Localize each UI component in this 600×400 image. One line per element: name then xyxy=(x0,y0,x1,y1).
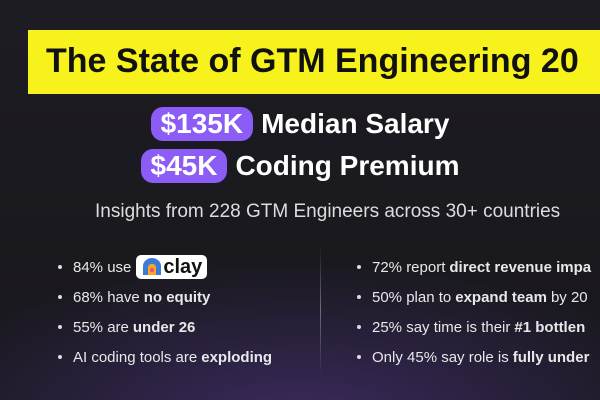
headline-text: Median Salary xyxy=(261,108,450,139)
clay-logo: clay xyxy=(136,255,208,279)
logo-icon xyxy=(143,258,162,275)
bullet: Only 45% say role is fully under xyxy=(357,342,595,372)
bold-text: direct revenue impa xyxy=(449,258,592,276)
title: The State of GTM Engineering 20 xyxy=(46,42,579,80)
bullet: 68% have no equity xyxy=(58,282,276,312)
bullet: 72% report direct revenue impa xyxy=(357,252,595,282)
bullet: AI coding tools are exploding xyxy=(58,342,276,372)
bullet: 50% plan to expand team by 20 xyxy=(357,282,595,312)
text: 68% have xyxy=(73,288,140,306)
subtitle: Insights from 228 GTM Engineers across 3… xyxy=(95,201,561,222)
bullet: 84% use clay xyxy=(58,252,276,282)
headline: $135K Median Salary xyxy=(0,107,600,141)
pill: $135K xyxy=(150,107,254,141)
logo-text: clay xyxy=(163,255,203,278)
bold-text: expand team xyxy=(455,288,547,306)
banner: The State of GTM Engineering 20 xyxy=(28,30,600,94)
text: 50% plan to xyxy=(372,288,452,306)
bullet-list: 72% report direct revenue impa 50% plan to… xyxy=(357,252,595,372)
pill: $45K xyxy=(140,149,228,183)
bullet: 55% are under 26 xyxy=(58,312,276,342)
bold-text: #1 bottlen xyxy=(514,318,586,336)
text: 55% are xyxy=(73,318,129,336)
text: 84% use xyxy=(73,258,132,276)
bold-text: under 26 xyxy=(132,318,196,336)
text: 25% say time is their xyxy=(372,318,511,336)
text: 72% report xyxy=(372,258,446,276)
bold-text: exploding xyxy=(201,348,273,366)
bold-text: fully under xyxy=(512,348,590,366)
text: Only 45% say role is xyxy=(372,348,509,366)
headline: $45K Coding Premium xyxy=(0,149,600,183)
bold-text: no equity xyxy=(143,288,211,306)
bullet: 25% say time is their #1 bottlen xyxy=(357,312,595,342)
text: AI coding tools are xyxy=(73,348,198,366)
headline-text: Coding Premium xyxy=(235,150,460,181)
divider xyxy=(320,245,321,375)
text: by 20 xyxy=(550,288,588,306)
bullet-list: 84% use clay 68% have no equity 55% are under… xyxy=(58,252,276,372)
